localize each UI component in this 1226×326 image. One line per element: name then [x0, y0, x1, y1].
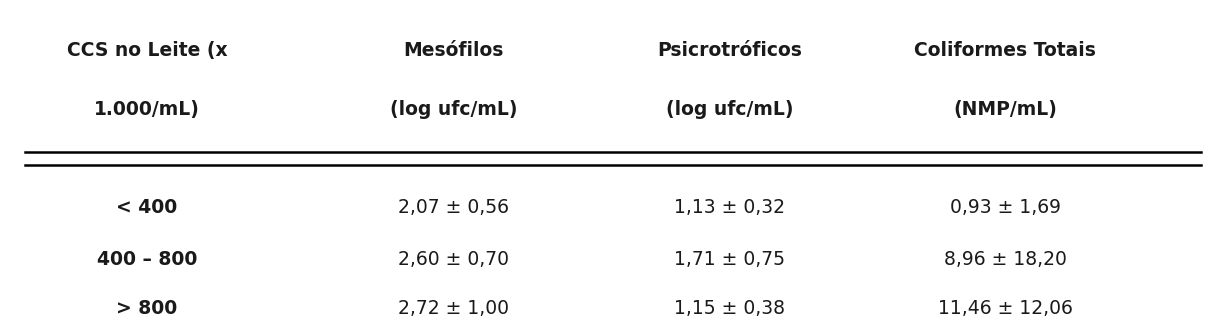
- Text: 1,13 ± 0,32: 1,13 ± 0,32: [674, 198, 785, 216]
- Text: (log ufc/mL): (log ufc/mL): [666, 100, 793, 119]
- Text: 2,07 ± 0,56: 2,07 ± 0,56: [398, 198, 509, 216]
- Text: < 400: < 400: [116, 198, 178, 216]
- Text: Coliformes Totais: Coliformes Totais: [915, 41, 1096, 60]
- Text: Psicrotróficos: Psicrotróficos: [657, 41, 802, 60]
- Text: (log ufc/mL): (log ufc/mL): [390, 100, 517, 119]
- Text: 1.000/mL): 1.000/mL): [94, 100, 200, 119]
- Text: 8,96 ± 18,20: 8,96 ± 18,20: [944, 250, 1067, 269]
- Text: 0,93 ± 1,69: 0,93 ± 1,69: [950, 198, 1060, 216]
- Text: Mesófilos: Mesófilos: [403, 41, 504, 60]
- Text: 1,15 ± 0,38: 1,15 ± 0,38: [674, 299, 785, 318]
- Text: > 800: > 800: [116, 299, 178, 318]
- Text: 2,60 ± 0,70: 2,60 ± 0,70: [398, 250, 509, 269]
- Text: 400 – 800: 400 – 800: [97, 250, 197, 269]
- Text: 2,72 ± 1,00: 2,72 ± 1,00: [398, 299, 509, 318]
- Text: CCS no Leite (x: CCS no Leite (x: [66, 41, 228, 60]
- Text: 1,71 ± 0,75: 1,71 ± 0,75: [674, 250, 785, 269]
- Text: 11,46 ± 12,06: 11,46 ± 12,06: [938, 299, 1073, 318]
- Text: (NMP/mL): (NMP/mL): [954, 100, 1057, 119]
